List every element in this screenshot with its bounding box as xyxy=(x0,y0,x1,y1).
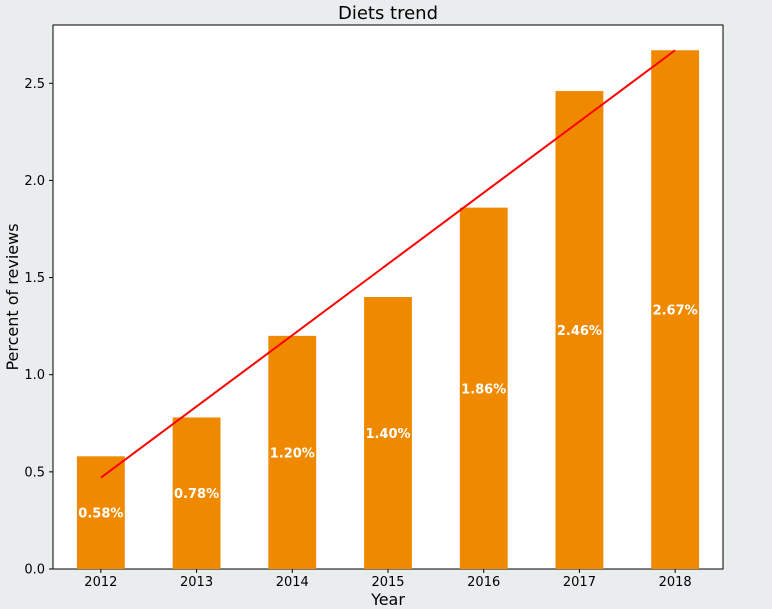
data-label-2016: 1.86% xyxy=(461,382,506,397)
bar-2016 xyxy=(459,207,508,569)
x-tick-label-2015: 2015 xyxy=(371,575,404,590)
x-tick-label-2014: 2014 xyxy=(276,575,309,590)
y-tick-label: 0.0 xyxy=(24,563,45,578)
bar-2012 xyxy=(76,456,125,569)
bar-2014 xyxy=(268,335,317,569)
chart-title: Diets trend xyxy=(338,3,438,24)
data-label-2012: 0.58% xyxy=(78,507,123,522)
x-tick-label-2013: 2013 xyxy=(180,575,213,590)
y-axis-title: Percent of reviews xyxy=(3,223,22,370)
x-ticks-layer: 2012 2013 2014 2015 2016 2017 2018 xyxy=(84,569,692,590)
data-label-2014: 1.20% xyxy=(270,446,315,461)
trend-line xyxy=(100,49,676,479)
bar-2017 xyxy=(555,91,604,570)
x-tick-label-2016: 2016 xyxy=(467,575,500,590)
data-label-2018: 2.67% xyxy=(653,304,698,319)
x-tick-label-2017: 2017 xyxy=(563,575,596,590)
data-label-2017: 2.46% xyxy=(557,324,602,339)
y-tick-label: 1.5 xyxy=(24,271,45,286)
bars-layer xyxy=(76,50,700,570)
labels-layer: 0.58% 0.78% 1.20% 1.40% 1.86% 2.46% 2.67% xyxy=(78,304,697,522)
bar-2013 xyxy=(172,417,221,569)
y-tick-label: 1.0 xyxy=(24,368,45,383)
trend-layer xyxy=(100,49,676,479)
x-axis-title: Year xyxy=(370,590,405,609)
y-ticks-layer: 0.0 0.5 1.0 1.5 2.0 2.5 xyxy=(24,77,53,578)
data-label-2015: 1.40% xyxy=(365,427,410,442)
y-tick-label: 2.0 xyxy=(24,174,45,189)
x-tick-label-2018: 2018 xyxy=(659,575,692,590)
y-tick-label: 0.5 xyxy=(24,465,45,480)
x-tick-label-2012: 2012 xyxy=(84,575,117,590)
bar-2015 xyxy=(364,297,412,569)
y-tick-label: 2.5 xyxy=(24,77,45,92)
data-label-2013: 0.78% xyxy=(174,487,219,502)
bar-2018 xyxy=(651,50,700,569)
